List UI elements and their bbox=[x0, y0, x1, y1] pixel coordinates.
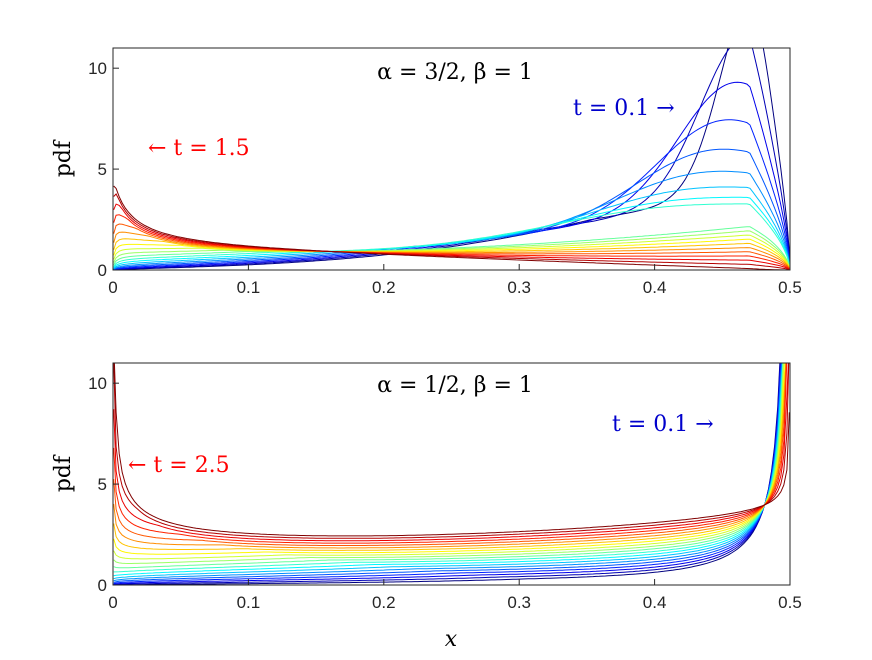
bottom-annotation-blue: t = 0.1 → bbox=[612, 412, 714, 437]
series-line-10 bbox=[113, 363, 784, 569]
x-tick-label: 0.1 bbox=[237, 593, 261, 612]
y-tick-label: 5 bbox=[98, 475, 107, 494]
series-line-17 bbox=[113, 363, 788, 544]
series-line-18 bbox=[113, 363, 789, 542]
x-tick-label: 0.3 bbox=[507, 593, 531, 612]
series-line-14 bbox=[113, 363, 787, 551]
series-line-16 bbox=[113, 223, 790, 269]
x-tick-label: 0.5 bbox=[778, 593, 802, 612]
bottom-annotation-red: ← t = 2.5 bbox=[128, 453, 230, 478]
series-line-20 bbox=[113, 185, 790, 270]
y-tick-label: 0 bbox=[98, 576, 107, 595]
series-line-3 bbox=[113, 81, 790, 270]
top-annotation-blue: t = 0.1 → bbox=[573, 96, 675, 121]
y-tick-label: 10 bbox=[88, 374, 107, 393]
series-line-15 bbox=[113, 363, 787, 549]
top-plot-frame bbox=[112, 47, 791, 271]
x-tick-label: 0.1 bbox=[237, 278, 261, 297]
y-tick-label: 5 bbox=[98, 160, 107, 179]
series-line-9 bbox=[113, 363, 784, 573]
series-line-17 bbox=[113, 214, 790, 270]
bottom-ticks: 0 0.1 0.2 0.3 0.4 0.5 0 5 10 bbox=[88, 374, 802, 612]
bottom-curves bbox=[113, 363, 790, 585]
series-line-2 bbox=[113, 48, 790, 270]
top-ticks: 0 0.1 0.2 0.3 0.4 0.5 0 5 10 bbox=[88, 59, 802, 297]
top-ylabel: pdf bbox=[51, 139, 76, 177]
series-line-4 bbox=[113, 363, 782, 584]
series-line-19 bbox=[113, 363, 790, 539]
series-line-19 bbox=[113, 193, 790, 270]
series-line-11 bbox=[113, 230, 790, 267]
series-line-9 bbox=[113, 203, 790, 267]
series-line-14 bbox=[113, 238, 790, 268]
x-tick-label: 0.4 bbox=[643, 593, 667, 612]
x-tick-label: 0.2 bbox=[372, 278, 396, 297]
x-tick-label: 0 bbox=[108, 593, 117, 612]
series-line-5 bbox=[113, 363, 783, 583]
bottom-plot-frame bbox=[112, 362, 791, 586]
x-tick-label: 0.2 bbox=[372, 593, 396, 612]
series-line-11 bbox=[113, 363, 784, 564]
y-tick-label: 0 bbox=[98, 261, 107, 280]
series-line-13 bbox=[113, 363, 786, 555]
series-line-3 bbox=[113, 363, 781, 585]
series-line-7 bbox=[113, 363, 783, 580]
top-title: α = 3/2, β = 1 bbox=[377, 60, 533, 85]
x-tick-label: 0.4 bbox=[643, 278, 667, 297]
series-line-8 bbox=[113, 363, 784, 577]
x-tick-label: 0.5 bbox=[778, 278, 802, 297]
x-tick-label: 0.3 bbox=[507, 278, 531, 297]
series-line-18 bbox=[113, 203, 790, 270]
series-line-20 bbox=[113, 363, 790, 537]
series-line-8 bbox=[113, 196, 790, 268]
x-tick-label: 0 bbox=[108, 278, 117, 297]
y-tick-label: 10 bbox=[88, 59, 107, 78]
series-line-16 bbox=[113, 363, 787, 546]
series-line-13 bbox=[113, 238, 790, 268]
series-line-15 bbox=[113, 231, 790, 269]
series-line-1 bbox=[113, 363, 781, 585]
series-line-2 bbox=[113, 363, 781, 585]
bottom-ylabel: pdf bbox=[51, 454, 76, 492]
series-line-12 bbox=[113, 234, 790, 267]
top-annotation-red: ← t = 1.5 bbox=[148, 136, 250, 161]
bottom-xlabel: x bbox=[445, 627, 458, 652]
top-curves bbox=[113, 48, 790, 270]
series-line-12 bbox=[113, 363, 785, 560]
series-line-6 bbox=[113, 363, 783, 582]
bottom-title: α = 1/2, β = 1 bbox=[377, 373, 533, 398]
series-line-10 bbox=[113, 226, 790, 267]
